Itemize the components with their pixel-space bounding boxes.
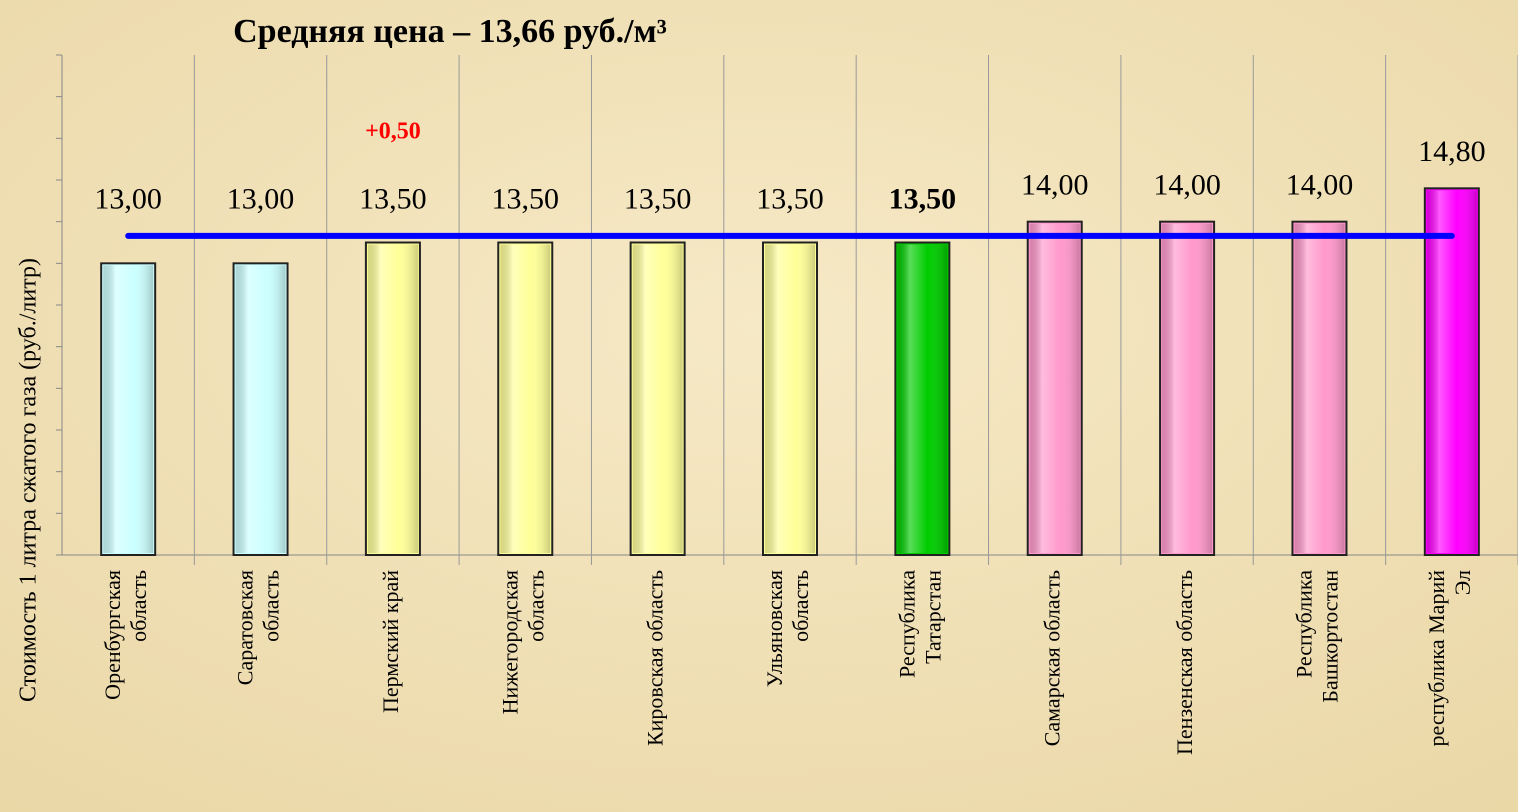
y-axis-label: Стоимость 1 литра сжатого газа (руб./лит… <box>16 258 42 702</box>
x-tick-label: Саратовскаяобласть <box>233 570 284 685</box>
value-label: 14,00 <box>1153 169 1221 202</box>
value-label: 13,00 <box>94 183 162 216</box>
x-tick-label: РеспубликаТатарстан <box>894 570 945 678</box>
bar-shine <box>1162 223 1213 553</box>
x-tick-label: РеспубликаБашкортостан <box>1292 570 1343 703</box>
value-label: 13,50 <box>889 183 957 216</box>
value-label: 14,00 <box>1021 169 1089 202</box>
bar-shine <box>235 265 286 553</box>
x-tick-label: Ульяновскаяобласть <box>762 570 813 687</box>
bar-shine <box>632 244 683 553</box>
x-tick-label: Оренбургскаяобласть <box>100 570 151 700</box>
x-tick-label: Кировская область <box>643 570 668 746</box>
bar-shine <box>765 244 815 553</box>
x-tick-label: Пермский край <box>378 570 403 713</box>
bar-shine <box>367 244 418 553</box>
bar-shine <box>1029 223 1080 553</box>
bar-shine <box>1426 190 1477 554</box>
bar-shine <box>500 244 551 553</box>
value-label: 13,50 <box>756 183 824 216</box>
annotation: +0,50 <box>365 119 421 145</box>
chart-title: Средняя цена – 13,66 руб./м³ <box>233 13 667 50</box>
value-label: 13,50 <box>492 183 560 216</box>
x-tick-label: Пензенская область <box>1172 570 1197 755</box>
value-label: 13,50 <box>624 183 692 216</box>
x-tick-label: Нижегородскаяобласть <box>497 570 548 714</box>
bar-shine <box>103 265 154 553</box>
x-tick-label: Самарская область <box>1040 570 1065 746</box>
value-label: 14,80 <box>1418 135 1486 168</box>
value-label: 13,50 <box>359 183 427 216</box>
bar-shine <box>1294 223 1345 553</box>
value-label: 14,00 <box>1286 169 1354 202</box>
x-tick-label: республика МарийЭл <box>1424 570 1475 747</box>
value-label: 13,00 <box>227 183 295 216</box>
bar-shine <box>897 244 948 553</box>
